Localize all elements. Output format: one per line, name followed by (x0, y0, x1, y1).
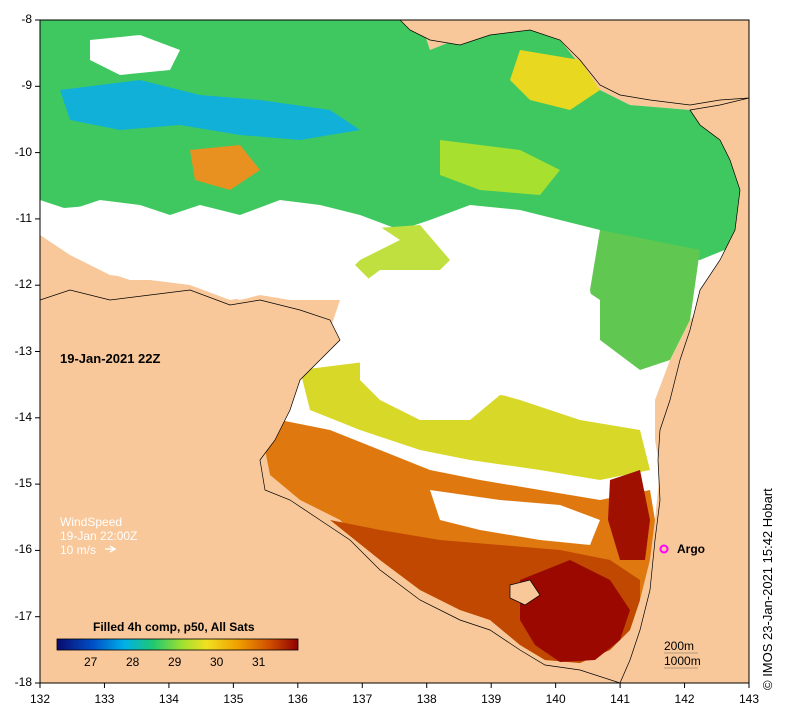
y-tick-label: -17 (14, 608, 32, 623)
wind-title: WindSpeed (60, 515, 123, 529)
contour-label-1000m: 1000m (664, 654, 701, 668)
colorbar-tick-label: 27 (84, 655, 98, 669)
sst-ne-yellow (510, 50, 600, 110)
y-tick-label: -10 (14, 144, 32, 159)
land-island (509, 579, 541, 606)
wind-scale: 10 m/s (60, 543, 97, 557)
y-tick-label: -16 (14, 542, 32, 557)
land-cape-york (619, 97, 749, 683)
y-tick-label: -15 (14, 476, 32, 491)
map-timestamp: 19-Jan-2021 22Z (60, 351, 161, 366)
x-tick-label: 133 (94, 692, 115, 706)
land-arnhem (40, 289, 621, 683)
x-tick-label: 141 (610, 692, 631, 706)
y-tick-label: -8 (21, 12, 32, 26)
y-tick-label: -13 (14, 343, 32, 358)
cloud-gap-nw (90, 35, 180, 75)
x-tick-label: 136 (287, 692, 308, 706)
sst-east-red-strip (608, 470, 650, 560)
colorbar-title: Filled 4h comp, p50, All Sats (93, 620, 255, 634)
sst-north-cyan (60, 80, 360, 140)
x-tick-label: 135 (223, 692, 244, 706)
colorbar-tick-label: 28 (126, 655, 140, 669)
argo-marker[interactable] (659, 544, 669, 554)
wind-time: 19-Jan 22:00Z (60, 529, 138, 543)
x-tick-label: 142 (674, 692, 695, 706)
wind-arrow-head (109, 545, 117, 553)
credit-text: © IMOS 23-Jan-2021 15:42 Hobart (760, 488, 775, 690)
contour-label-200m: 200m (664, 639, 695, 653)
x-tick-label: 139 (481, 692, 502, 706)
x-tick-label: 140 (545, 692, 566, 706)
argo-label: Argo (677, 542, 705, 556)
y-tick-label: -11 (15, 210, 32, 225)
colorbar (56, 638, 299, 651)
colorbar-tick-label: 30 (210, 655, 224, 669)
cloud-gap-south (430, 490, 600, 545)
cloud-gap-central (340, 260, 620, 420)
x-tick-label: 143 (738, 692, 760, 706)
x-tick-label: 134 (158, 692, 179, 706)
colorbar-tick-label: 29 (168, 655, 182, 669)
x-tick-label: 137 (352, 692, 373, 706)
y-tick-label: -14 (14, 409, 32, 424)
sst-east-green (590, 230, 700, 370)
y-tick-label: -18 (14, 675, 32, 689)
x-tick-label: 132 (29, 692, 51, 706)
axis-ticks (35, 19, 750, 688)
x-tick-label: 138 (416, 692, 437, 706)
cloud-gap-north (40, 205, 400, 300)
y-tick-label: -9 (21, 78, 32, 93)
y-tick-label: -12 (14, 277, 32, 292)
land-png (399, 20, 749, 106)
colorbar-tick-label: 31 (252, 655, 266, 669)
sst-south-red (520, 560, 630, 662)
sst-orange-blob (190, 145, 260, 190)
sst-north-lightgreen (440, 140, 560, 195)
